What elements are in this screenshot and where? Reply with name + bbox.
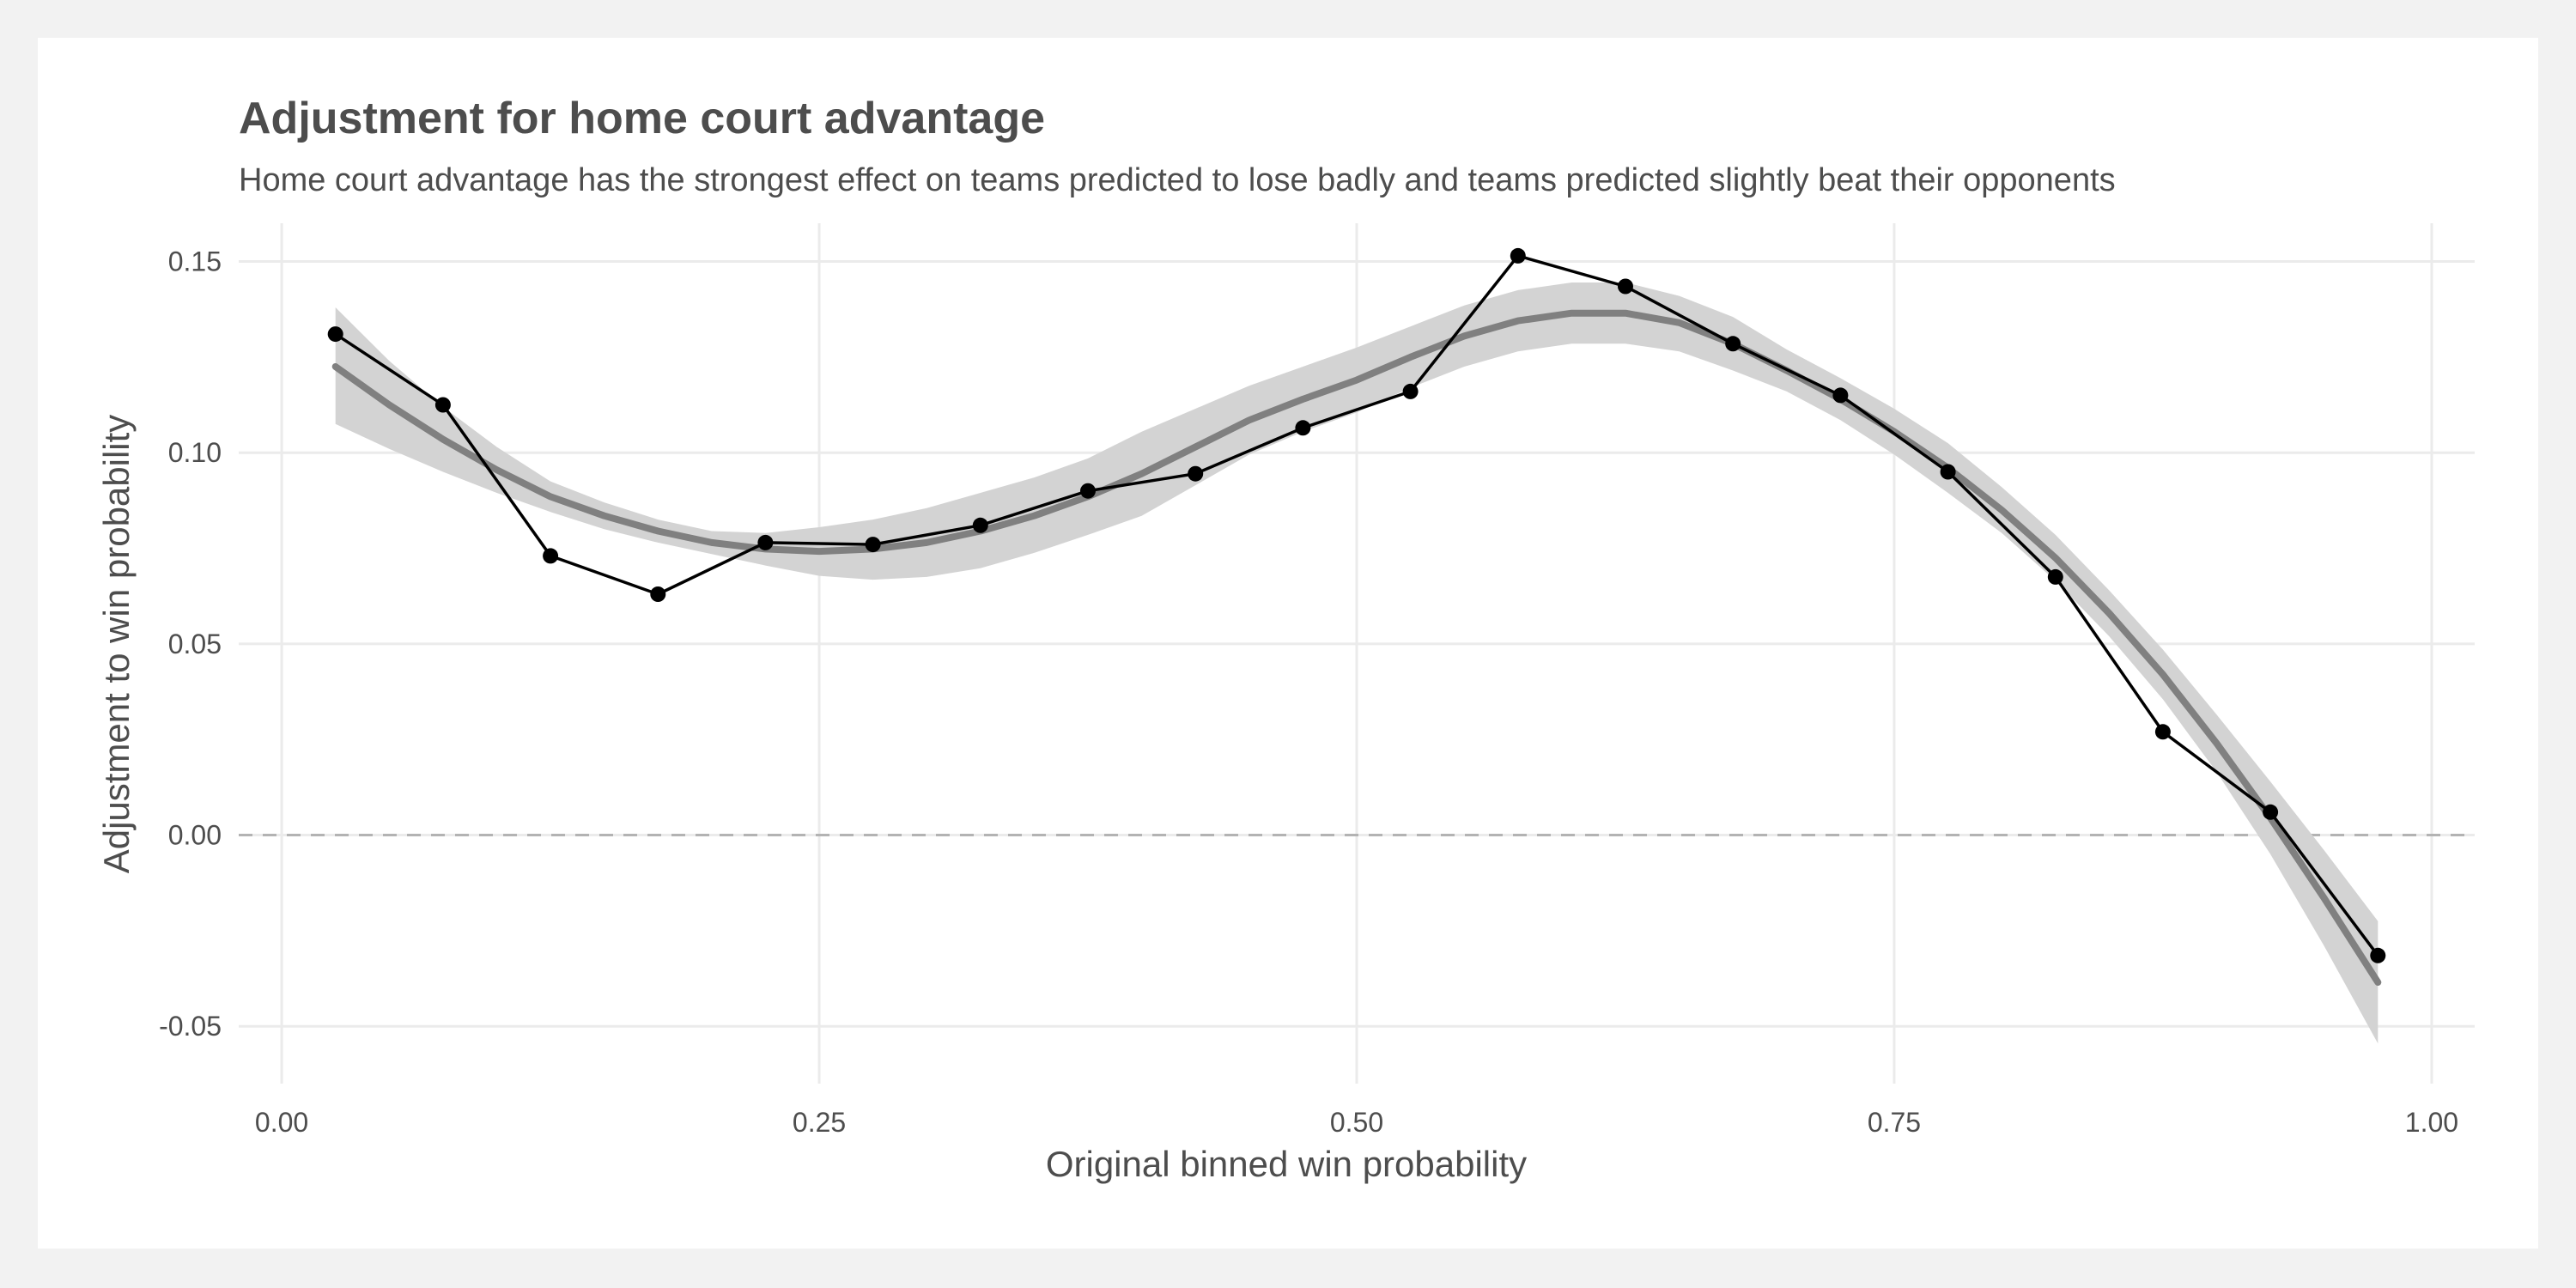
y-axis-ticks: -0.05 0.00 0.05 0.10 0.15 (159, 246, 222, 1042)
data-point-6 (972, 517, 988, 533)
x-tick-label-2: 0.50 (1330, 1107, 1383, 1138)
data-point-13 (1725, 336, 1741, 352)
observed-line (334, 254, 2379, 957)
x-axis-label: Original binned win probability (1046, 1144, 1527, 1184)
y-axis-label: Adjustment to win probability (96, 415, 137, 874)
observed-series (327, 247, 2386, 963)
y-tick-label-1: 0.00 (168, 820, 222, 851)
data-point-4 (757, 534, 774, 550)
data-point-8 (1188, 465, 1204, 482)
data-point-18 (2263, 804, 2279, 820)
data-point-0 (327, 326, 343, 343)
y-tick-label-3: 0.10 (168, 437, 222, 468)
smooth-trend (331, 309, 2382, 986)
smooth-line (331, 309, 2382, 986)
chart-title: Adjustment for home court advantage (239, 94, 1045, 143)
data-point-12 (1618, 278, 1633, 295)
x-axis-ticks: 0.00 0.25 0.50 0.75 1.00 (255, 1107, 2458, 1138)
data-point-16 (2047, 568, 2063, 585)
data-point-10 (1402, 383, 1419, 399)
data-point-2 (543, 548, 559, 564)
y-tick-label-4: 0.15 (168, 246, 222, 277)
x-tick-label-4: 1.00 (2405, 1107, 2458, 1138)
x-tick-label-1: 0.25 (793, 1107, 846, 1138)
data-point-11 (1510, 247, 1526, 264)
x-tick-label-3: 0.75 (1868, 1107, 1921, 1138)
y-tick-label-0: -0.05 (159, 1011, 222, 1042)
data-point-15 (1940, 464, 1956, 480)
chart-subtitle: Home court advantage has the strongest e… (239, 162, 2116, 198)
data-point-1 (434, 397, 451, 413)
x-tick-label-0: 0.00 (255, 1107, 308, 1138)
data-point-3 (650, 586, 666, 602)
data-point-7 (1080, 483, 1096, 499)
data-point-5 (865, 537, 881, 553)
data-point-9 (1295, 420, 1311, 436)
data-point-17 (2154, 724, 2171, 740)
y-tick-label-2: 0.05 (168, 629, 222, 659)
data-point-19 (2370, 947, 2386, 963)
data-point-14 (1832, 387, 1849, 404)
